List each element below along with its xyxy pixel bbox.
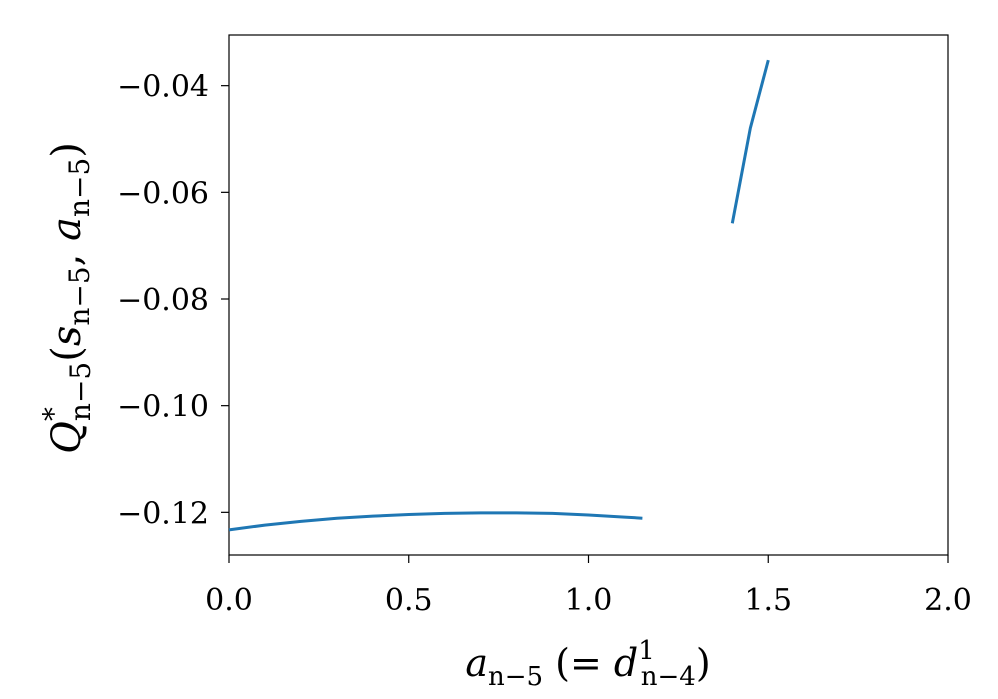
y-label-base: Q [44, 421, 90, 454]
x-label-sub: n−5 [488, 662, 543, 692]
x-label-base: a [465, 641, 488, 685]
x-label-close: ) [696, 641, 711, 685]
y-label-sub: n−5 [64, 362, 97, 421]
y-label-close: ) [44, 142, 90, 158]
y-label-sup: * [37, 407, 70, 421]
x-tick-label: 0.5 [385, 583, 433, 618]
y-label-comma: , [44, 241, 90, 266]
x-tick-label: 1.5 [744, 583, 792, 618]
x-tick-label: 0.0 [205, 583, 253, 618]
y-tick-label: −0.06 [117, 176, 209, 211]
y-tick-label: −0.08 [117, 283, 209, 318]
y-label-open: ( [44, 346, 90, 362]
y-tick-label: −0.12 [117, 496, 209, 531]
y-label-s-sub: n−5 [63, 266, 96, 325]
x-tick-label: 1.0 [565, 583, 613, 618]
x-tick-label: 2.0 [924, 583, 972, 618]
y-tick-label: −0.10 [117, 390, 209, 425]
y-tick-label: −0.04 [117, 70, 209, 105]
x-label-d-sub: n−4 [641, 662, 696, 692]
x-label-d-sup: 1 [638, 636, 655, 666]
y-label-a-sub: n−5 [63, 158, 96, 217]
y-label-a: a [44, 217, 90, 241]
x-axis-label: an−5 (= d1 n−4) [465, 636, 710, 692]
series-line-segment-1 [228, 511, 643, 532]
x-label-mid: (= [543, 641, 614, 685]
series-layer [228, 59, 770, 532]
plot-frame [228, 34, 949, 556]
tick-layer: 0.0 0.5 1.0 1.5 2.0 −0.04 −0.06 −0.08 −0.10 −0.12 [117, 70, 972, 618]
series-line-segment-2 [730, 59, 770, 224]
y-axis-label: Q*n−5(sn−5, an−5) [37, 142, 97, 454]
x-label-d: d [614, 641, 638, 685]
y-label-s: s [44, 326, 90, 347]
